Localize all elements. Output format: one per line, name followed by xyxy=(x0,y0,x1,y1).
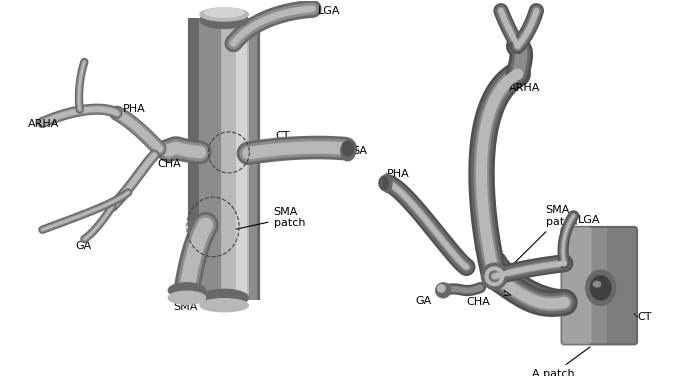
Ellipse shape xyxy=(168,291,206,304)
FancyBboxPatch shape xyxy=(561,227,591,344)
Text: SMA
patch: SMA patch xyxy=(508,205,578,270)
Ellipse shape xyxy=(200,8,248,21)
Ellipse shape xyxy=(591,276,611,300)
Text: ARHA: ARHA xyxy=(508,83,540,93)
Ellipse shape xyxy=(200,12,248,29)
Text: ARHA: ARHA xyxy=(27,120,59,129)
Text: CT: CT xyxy=(637,312,652,322)
Ellipse shape xyxy=(168,283,206,298)
Ellipse shape xyxy=(586,270,615,306)
Ellipse shape xyxy=(342,141,354,156)
Text: GA: GA xyxy=(415,297,431,306)
Ellipse shape xyxy=(594,281,601,287)
Circle shape xyxy=(435,283,451,298)
Ellipse shape xyxy=(383,177,389,190)
Text: SA: SA xyxy=(502,288,517,298)
Text: LGA: LGA xyxy=(317,6,340,16)
Text: LGA: LGA xyxy=(578,215,600,225)
Text: CT: CT xyxy=(251,131,290,145)
Ellipse shape xyxy=(200,290,248,306)
Text: A patch: A patch xyxy=(532,347,590,376)
Ellipse shape xyxy=(204,8,244,17)
Text: SMA
patch: SMA patch xyxy=(236,207,305,229)
Ellipse shape xyxy=(341,140,356,161)
Text: PHA: PHA xyxy=(122,103,146,114)
Text: GA: GA xyxy=(75,241,91,250)
Ellipse shape xyxy=(200,299,248,312)
Text: SA: SA xyxy=(352,146,367,156)
FancyBboxPatch shape xyxy=(561,227,637,344)
Text: CHA: CHA xyxy=(157,159,181,170)
Text: SMA: SMA xyxy=(173,302,197,312)
Ellipse shape xyxy=(383,174,392,193)
Text: CHA: CHA xyxy=(466,297,490,308)
Text: PHA: PHA xyxy=(387,169,410,179)
FancyBboxPatch shape xyxy=(607,227,637,344)
Circle shape xyxy=(438,285,445,292)
